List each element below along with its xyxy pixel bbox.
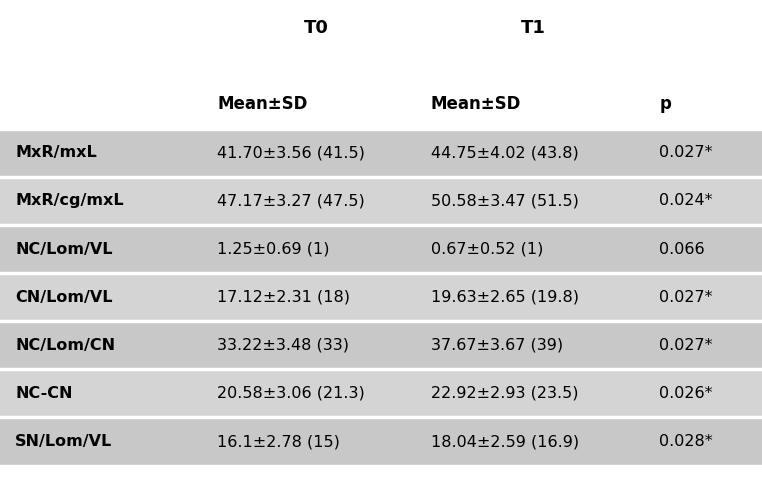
Bar [0, 177, 762, 225]
Text: 33.22±3.48 (33): 33.22±3.48 (33) [217, 338, 349, 353]
Text: CN/Lom/VL: CN/Lom/VL [15, 290, 113, 305]
Text: 0.024*: 0.024* [659, 193, 712, 208]
Bar [0, 129, 762, 177]
Text: MxR/cg/mxL: MxR/cg/mxL [15, 193, 124, 208]
Text: 0.027*: 0.027* [659, 290, 712, 305]
Text: 0.026*: 0.026* [659, 386, 712, 401]
Text: 18.04±2.59 (16.9): 18.04±2.59 (16.9) [431, 434, 578, 449]
Text: 0.027*: 0.027* [659, 338, 712, 353]
Text: p: p [659, 95, 671, 113]
Text: NC-CN: NC-CN [15, 386, 72, 401]
Text: Mean±SD: Mean±SD [217, 95, 308, 113]
Bar [0, 273, 762, 321]
Text: 1.25±0.69 (1): 1.25±0.69 (1) [217, 242, 330, 257]
Text: 22.92±2.93 (23.5): 22.92±2.93 (23.5) [431, 386, 578, 401]
Text: SN/Lom/VL: SN/Lom/VL [15, 434, 113, 449]
Text: NC/Lom/VL: NC/Lom/VL [15, 242, 113, 257]
Text: 19.63±2.65 (19.8): 19.63±2.65 (19.8) [431, 290, 578, 305]
Text: 47.17±3.27 (47.5): 47.17±3.27 (47.5) [217, 193, 365, 208]
Text: 37.67±3.67 (39): 37.67±3.67 (39) [431, 338, 562, 353]
Text: 44.75±4.02 (43.8): 44.75±4.02 (43.8) [431, 145, 578, 160]
Text: NC/Lom/CN: NC/Lom/CN [15, 338, 115, 353]
Text: 0.066: 0.066 [659, 242, 705, 257]
Text: MxR/mxL: MxR/mxL [15, 145, 97, 160]
Text: 20.58±3.06 (21.3): 20.58±3.06 (21.3) [217, 386, 365, 401]
Text: 16.1±2.78 (15): 16.1±2.78 (15) [217, 434, 340, 449]
Text: 17.12±2.31 (18): 17.12±2.31 (18) [217, 290, 351, 305]
Bar [0, 369, 762, 417]
Text: 0.67±0.52 (1): 0.67±0.52 (1) [431, 242, 543, 257]
Bar [0, 225, 762, 273]
Text: 41.70±3.56 (41.5): 41.70±3.56 (41.5) [217, 145, 365, 160]
Bar [0, 321, 762, 369]
Text: T0: T0 [304, 19, 328, 37]
Text: 0.027*: 0.027* [659, 145, 712, 160]
Text: 0.028*: 0.028* [659, 434, 712, 449]
Text: Mean±SD: Mean±SD [431, 95, 521, 113]
Text: 50.58±3.47 (51.5): 50.58±3.47 (51.5) [431, 193, 578, 208]
Bar [0, 417, 762, 466]
Text: T1: T1 [521, 19, 546, 37]
